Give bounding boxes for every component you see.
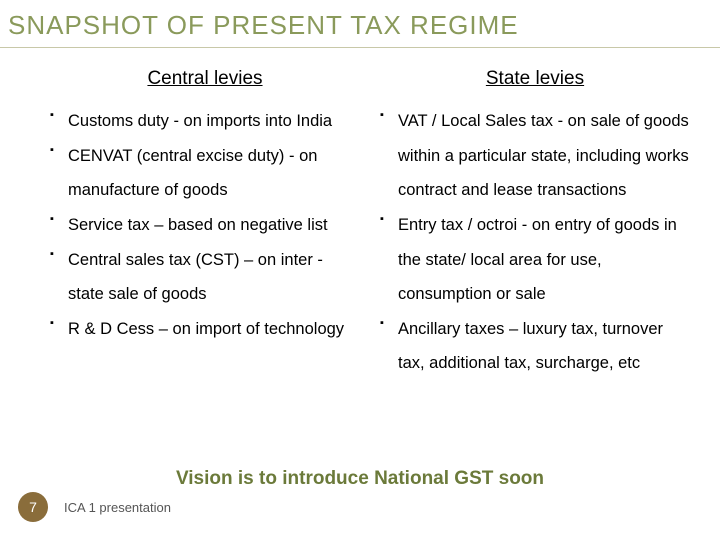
right-bullet-list: VAT / Local Sales tax - on sale of goods… <box>380 104 690 381</box>
list-item: R & D Cess – on import of technology <box>50 312 360 347</box>
list-item: Entry tax / octroi - on entry of goods i… <box>380 208 690 312</box>
right-column: State levies VAT / Local Sales tax - on … <box>370 68 700 381</box>
slide-title: SNAPSHOT OF PRESENT TAX REGIME <box>0 0 720 48</box>
footer-row: 7 ICA 1 presentation <box>0 492 720 522</box>
left-bullet-list: Customs duty - on imports into India CEN… <box>50 104 360 346</box>
left-column: Central levies Customs duty - on imports… <box>40 68 370 381</box>
content-area: Central levies Customs duty - on imports… <box>0 48 720 381</box>
vision-text: Vision is to introduce National GST soon <box>0 468 720 490</box>
list-item: Service tax – based on negative list <box>50 208 360 243</box>
list-item: VAT / Local Sales tax - on sale of goods… <box>380 104 690 208</box>
footer-label: ICA 1 presentation <box>64 500 171 515</box>
left-column-header: Central levies <box>50 68 360 90</box>
list-item: Customs duty - on imports into India <box>50 104 360 139</box>
list-item: CENVAT (central excise duty) - on manufa… <box>50 139 360 208</box>
right-column-header: State levies <box>380 68 690 90</box>
page-number-badge: 7 <box>18 492 48 522</box>
footer: Vision is to introduce National GST soon… <box>0 468 720 522</box>
list-item: Ancillary taxes – luxury tax, turnover t… <box>380 312 690 381</box>
list-item: Central sales tax (CST) – on inter - sta… <box>50 243 360 312</box>
